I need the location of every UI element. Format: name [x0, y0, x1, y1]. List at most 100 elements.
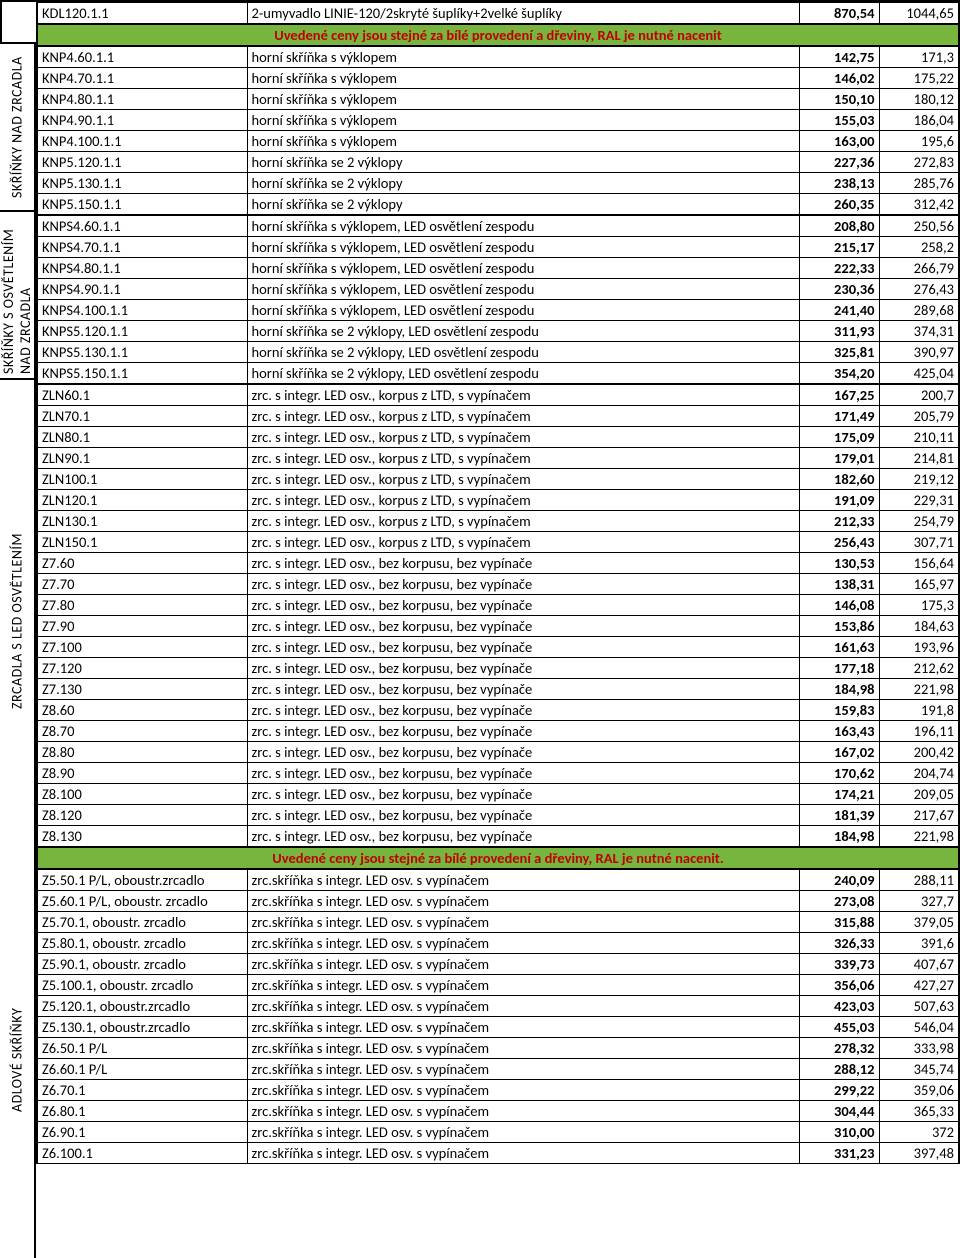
cell-price2: 407,67 — [879, 954, 959, 975]
cell-price2: 379,05 — [879, 912, 959, 933]
cell-price1: 208,80 — [799, 215, 879, 237]
cell-code: Z8.100 — [37, 784, 247, 805]
cell-price2: 175,3 — [879, 595, 959, 616]
cell-price2: 221,98 — [879, 826, 959, 848]
cell-desc: zrc.skříňka s integr. LED osv. s vypínač… — [247, 1059, 799, 1080]
cell-price1: 177,18 — [799, 658, 879, 679]
cell-code: Z5.60.1 P/L, oboustr. zrcadlo — [37, 891, 247, 912]
banner-row: Uvedené ceny jsou stejné za bílé provede… — [37, 24, 959, 46]
table-row: KNPS5.150.1.1horní skříňka se 2 výklopy,… — [37, 363, 959, 385]
cell-price1: 241,40 — [799, 300, 879, 321]
cell-code: Z6.60.1 P/L — [37, 1059, 247, 1080]
table-row: Z6.50.1 P/Lzrc.skříňka s integr. LED osv… — [37, 1038, 959, 1059]
cell-code: Z5.130.1, oboustr.zrcadlo — [37, 1017, 247, 1038]
table-row: Z8.60zrc. s integr. LED osv., bez korpus… — [37, 700, 959, 721]
cell-price2: 217,67 — [879, 805, 959, 826]
cell-code: Z7.70 — [37, 574, 247, 595]
cell-price2: 180,12 — [879, 89, 959, 110]
cell-price1: 331,23 — [799, 1143, 879, 1164]
cell-code: Z6.50.1 P/L — [37, 1038, 247, 1059]
cell-code: ZLN60.1 — [37, 384, 247, 406]
cell-desc: zrc. s integr. LED osv., korpus z LTD, s… — [247, 490, 799, 511]
cell-desc: zrc. s integr. LED osv., bez korpusu, be… — [247, 721, 799, 742]
cell-code: KNPS5.130.1.1 — [37, 342, 247, 363]
cell-desc: zrc.skříňka s integr. LED osv. s vypínač… — [247, 954, 799, 975]
table-row: Z5.70.1, oboustr. zrcadlozrc.skříňka s i… — [37, 912, 959, 933]
table-row: KNPS4.90.1.1horní skříňka s výklopem, LE… — [37, 279, 959, 300]
cell-desc: zrc. s integr. LED osv., bez korpusu, be… — [247, 784, 799, 805]
cell-price2: 204,74 — [879, 763, 959, 784]
cell-price2: 229,31 — [879, 490, 959, 511]
banner-row: Uvedené ceny jsou stejné za bílé provede… — [37, 847, 959, 869]
cell-code: Z7.80 — [37, 595, 247, 616]
cell-price1: 256,43 — [799, 532, 879, 553]
cell-code: KNP4.90.1.1 — [37, 110, 247, 131]
cell-price2: 507,63 — [879, 996, 959, 1017]
cell-code: Z6.90.1 — [37, 1122, 247, 1143]
table-row: Z5.100.1, oboustr. zrcadlozrc.skříňka s … — [37, 975, 959, 996]
cell-price2: 266,79 — [879, 258, 959, 279]
cell-price1: 423,03 — [799, 996, 879, 1017]
table-row: Z6.80.1zrc.skříňka s integr. LED osv. s … — [37, 1101, 959, 1122]
cell-price1: 354,20 — [799, 363, 879, 385]
cell-code: ZLN150.1 — [37, 532, 247, 553]
cell-price2: 184,63 — [879, 616, 959, 637]
cell-price1: 170,62 — [799, 763, 879, 784]
cell-code: Z5.70.1, oboustr. zrcadlo — [37, 912, 247, 933]
table-row: Z8.120zrc. s integr. LED osv., bez korpu… — [37, 805, 959, 826]
cell-code: Z5.120.1, oboustr.zrcadlo — [37, 996, 247, 1017]
cell-price2: 333,98 — [879, 1038, 959, 1059]
cell-price1: 159,83 — [799, 700, 879, 721]
cell-desc: zrc. s integr. LED osv., bez korpusu, be… — [247, 574, 799, 595]
cell-desc: zrc.skříňka s integr. LED osv. s vypínač… — [247, 1122, 799, 1143]
cell-price2: 345,74 — [879, 1059, 959, 1080]
table-row: Z8.90zrc. s integr. LED osv., bez korpus… — [37, 763, 959, 784]
table-row: Z5.90.1, oboustr. zrcadlozrc.skříňka s i… — [37, 954, 959, 975]
cell-code: KNP4.80.1.1 — [37, 89, 247, 110]
cell-price2: 195,6 — [879, 131, 959, 152]
cell-price2: 276,43 — [879, 279, 959, 300]
cell-code: KNPS4.90.1.1 — [37, 279, 247, 300]
cell-code: ZLN80.1 — [37, 427, 247, 448]
cell-desc: horní skříňka s výklopem, LED osvětlení … — [247, 237, 799, 258]
table-row: Z7.60zrc. s integr. LED osv., bez korpus… — [37, 553, 959, 574]
table-row: ZLN80.1zrc. s integr. LED osv., korpus z… — [37, 427, 959, 448]
cell-price1: 150,10 — [799, 89, 879, 110]
cell-price2: 327,7 — [879, 891, 959, 912]
cell-price2: 397,48 — [879, 1143, 959, 1164]
cell-price2: 272,83 — [879, 152, 959, 173]
cell-price1: 326,33 — [799, 933, 879, 954]
table-row: KNPS4.70.1.1horní skříňka s výklopem, LE… — [37, 237, 959, 258]
cell-price2: 219,12 — [879, 469, 959, 490]
cell-price2: 359,06 — [879, 1080, 959, 1101]
table-row: KNP5.130.1.1horní skříňka se 2 výklopy23… — [37, 173, 959, 194]
cell-desc: zrc. s integr. LED osv., bez korpusu, be… — [247, 595, 799, 616]
cell-price2: 391,6 — [879, 933, 959, 954]
cell-desc: horní skříňka s výklopem — [247, 68, 799, 89]
cell-price2: 1044,65 — [879, 3, 959, 25]
cell-code: Z7.90 — [37, 616, 247, 637]
cell-code: KNP4.100.1.1 — [37, 131, 247, 152]
cell-code: Z6.100.1 — [37, 1143, 247, 1164]
cell-code: Z8.70 — [37, 721, 247, 742]
table-row: Z8.70zrc. s integr. LED osv., bez korpus… — [37, 721, 959, 742]
cell-price2: 312,42 — [879, 194, 959, 216]
cell-code: ZLN100.1 — [37, 469, 247, 490]
table-row: Z8.130zrc. s integr. LED osv., bez korpu… — [37, 826, 959, 848]
cell-code: KNPS4.80.1.1 — [37, 258, 247, 279]
cell-code: Z8.80 — [37, 742, 247, 763]
cell-price2: 425,04 — [879, 363, 959, 385]
cell-code: Z7.60 — [37, 553, 247, 574]
cell-code: Z8.90 — [37, 763, 247, 784]
cell-code: KNP4.60.1.1 — [37, 46, 247, 68]
cell-price2: 186,04 — [879, 110, 959, 131]
cell-price2: 214,81 — [879, 448, 959, 469]
cell-desc: horní skříňka se 2 výklopy — [247, 194, 799, 216]
cell-desc: zrc.skříňka s integr. LED osv. s vypínač… — [247, 869, 799, 891]
cell-price2: 365,33 — [879, 1101, 959, 1122]
cell-price2: 546,04 — [879, 1017, 959, 1038]
table-row: KNPS4.100.1.1horní skříňka s výklopem, L… — [37, 300, 959, 321]
table-row: Z8.100zrc. s integr. LED osv., bez korpu… — [37, 784, 959, 805]
cell-price2: 221,98 — [879, 679, 959, 700]
cell-price1: 174,21 — [799, 784, 879, 805]
